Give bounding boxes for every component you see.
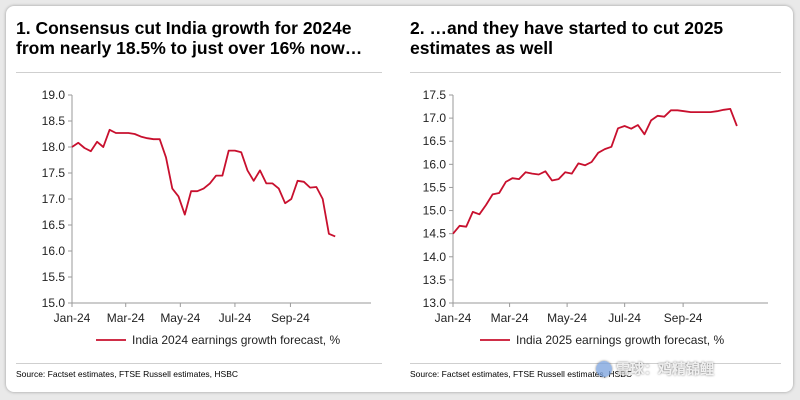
x-tick-label: Jan-24 bbox=[435, 311, 472, 325]
y-tick-label: 16.5 bbox=[42, 218, 66, 232]
y-tick-label: 15.5 bbox=[42, 270, 66, 284]
x-tick-label: Sep-24 bbox=[271, 311, 310, 325]
x-tick-label: Jan-24 bbox=[54, 311, 91, 325]
chart-title: 1. Consensus cut India growth for 2024e … bbox=[16, 18, 363, 58]
series-line bbox=[452, 108, 738, 235]
chart-panel-2024: 1. Consensus cut India growth for 2024e … bbox=[6, 6, 392, 392]
y-tick-label: 14.5 bbox=[423, 227, 447, 241]
chart-title: 2. …and they have started to cut 2025 es… bbox=[410, 18, 724, 58]
chart-panel-2025: 2. …and they have started to cut 2025 es… bbox=[401, 6, 791, 392]
y-tick-label: 15.5 bbox=[423, 180, 447, 194]
watermark: 雪球：鸡精锦鲤 bbox=[596, 359, 714, 379]
y-tick-label: 15.0 bbox=[42, 296, 66, 310]
figure-frame: 1. Consensus cut India growth for 2024e … bbox=[6, 6, 793, 392]
y-tick-label: 16.0 bbox=[42, 244, 66, 258]
y-tick-label: 14.0 bbox=[423, 250, 447, 264]
x-tick-label: May-24 bbox=[547, 311, 587, 325]
x-tick-label: Sep-24 bbox=[664, 311, 703, 325]
y-tick-label: 17.0 bbox=[423, 111, 447, 125]
y-tick-label: 17.5 bbox=[423, 88, 447, 102]
source-note: Source: Factset estimates, FTSE Russell … bbox=[16, 369, 239, 379]
y-tick-label: 16.0 bbox=[423, 157, 447, 171]
snowball-logo-icon bbox=[596, 361, 612, 377]
y-tick-label: 13.5 bbox=[423, 273, 447, 287]
legend-label: India 2024 earnings growth forecast, % bbox=[132, 333, 340, 347]
x-tick-label: May-24 bbox=[160, 311, 200, 325]
x-tick-label: Jul-24 bbox=[608, 311, 641, 325]
chart-area: 13.0 13.5 14.0 14.5 15.0 15.5 16.0 16.5 17.0 17.5… bbox=[410, 72, 781, 364]
x-tick-label: Mar-24 bbox=[107, 311, 145, 325]
y-tick-label: 16.5 bbox=[423, 134, 447, 148]
x-tick-label: Jul-24 bbox=[219, 311, 252, 325]
y-tick-label: 17.5 bbox=[42, 166, 66, 180]
x-tick-label: Mar-24 bbox=[491, 311, 529, 325]
series-line bbox=[71, 128, 336, 238]
source-note: Source: Factset estimates, FTSE Russell … bbox=[410, 369, 633, 379]
y-tick-label: 18.0 bbox=[42, 140, 66, 154]
line-chart-2024: 15.0 15.5 16.0 16.5 17.0 17.5 18.0 18.5 19.0 Jan-… bbox=[42, 88, 371, 347]
legend-label: India 2025 earnings growth forecast, % bbox=[516, 333, 724, 347]
y-tick-label: 13.0 bbox=[423, 296, 447, 310]
y-tick-label: 19.0 bbox=[42, 88, 66, 102]
y-tick-label: 17.0 bbox=[42, 192, 66, 206]
y-tick-label: 15.0 bbox=[423, 204, 447, 218]
chart-area: 15.0 15.5 16.0 16.5 17.0 17.5 18.0 18.5 19.0 Jan-… bbox=[16, 72, 382, 364]
watermark-text: 雪球：鸡精锦鲤 bbox=[616, 361, 714, 377]
line-chart-2025: 13.0 13.5 14.0 14.5 15.0 15.5 16.0 16.5 17.0 17.5… bbox=[423, 88, 768, 347]
y-tick-label: 18.5 bbox=[42, 114, 66, 128]
